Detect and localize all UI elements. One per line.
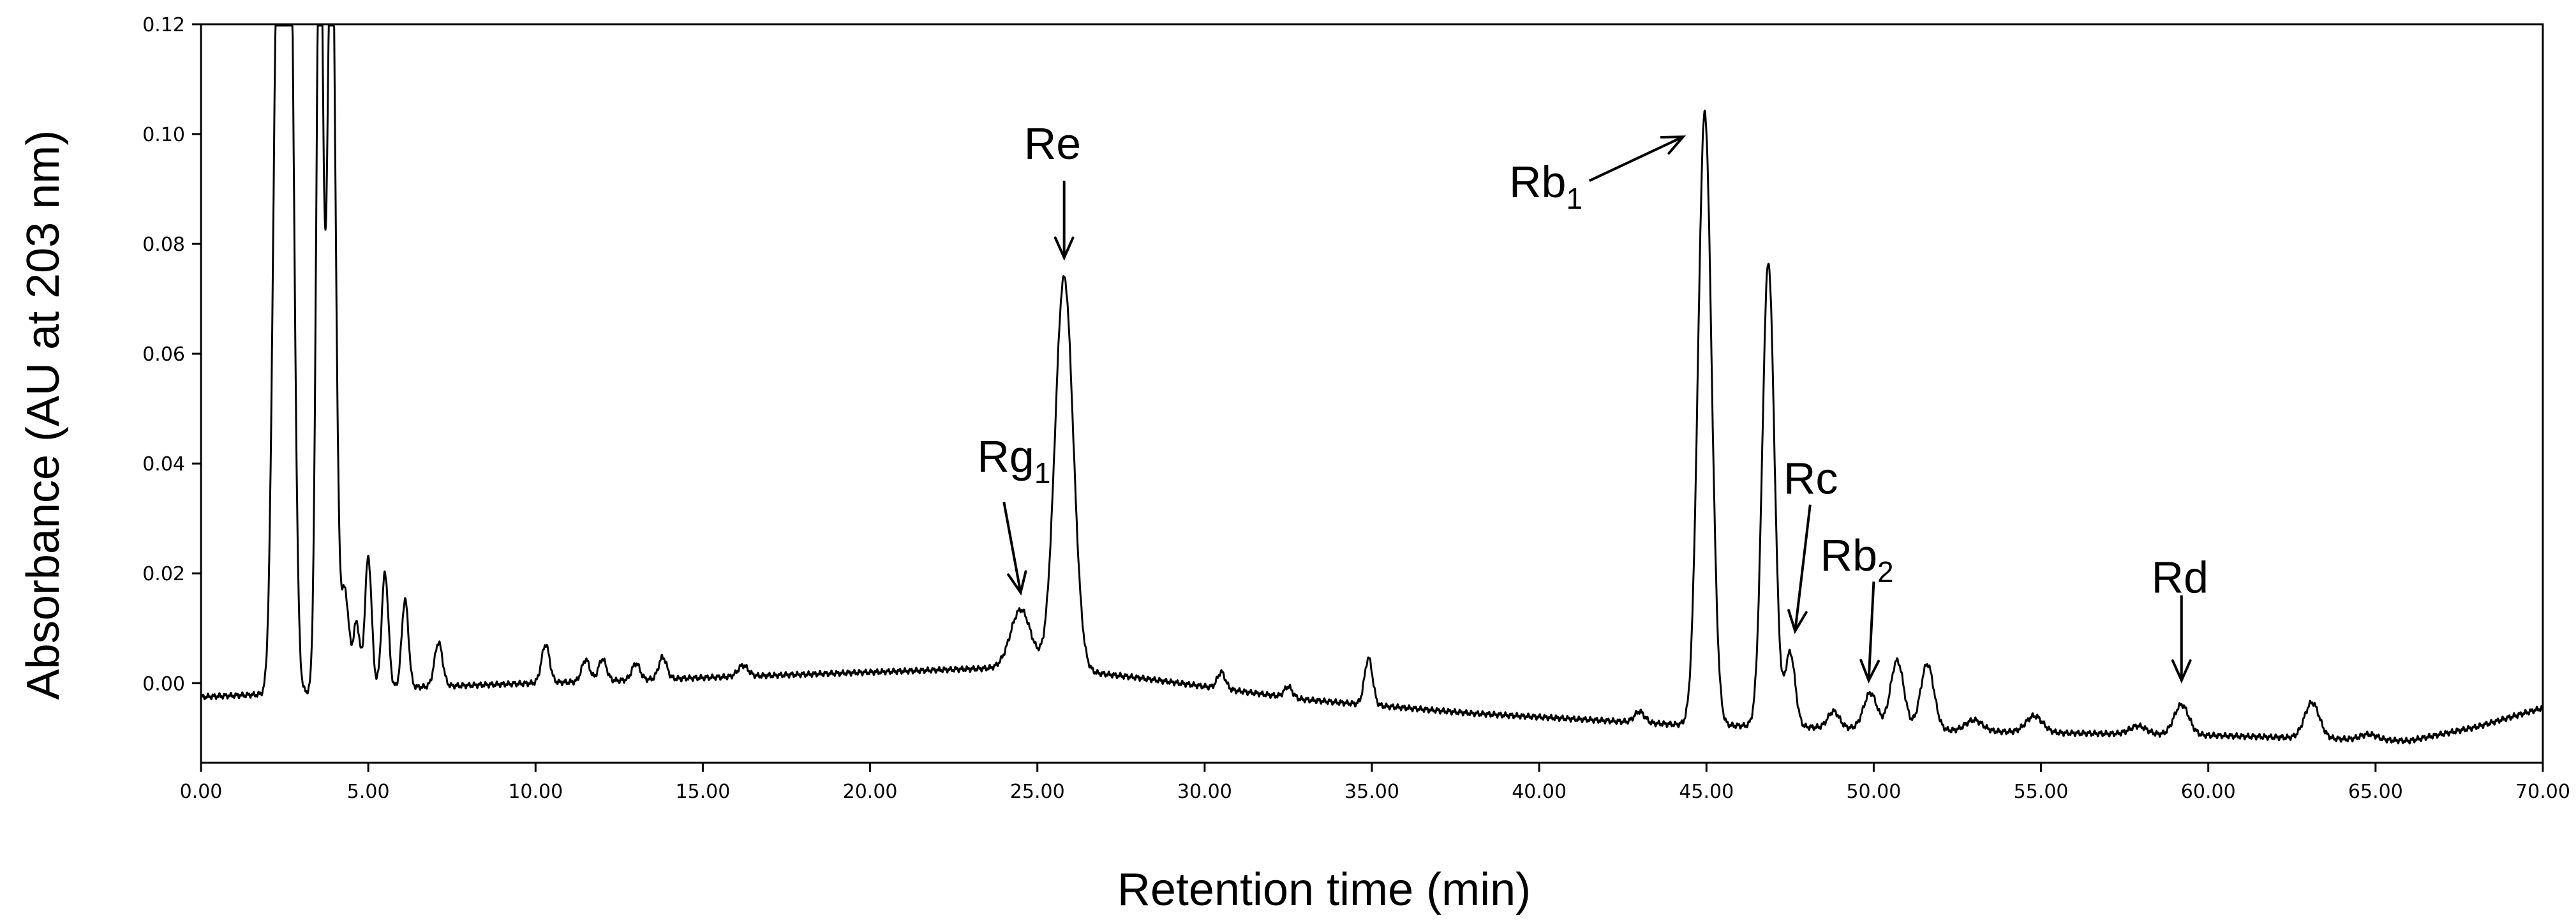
y-axis-title: Absorbance (AU at 203 nm) <box>18 130 69 700</box>
y-tick-label: 0.04 <box>142 453 185 476</box>
x-tick-label: 10.00 <box>508 781 563 803</box>
annotation-arrow-head <box>1787 609 1808 634</box>
peak-label-re: Re <box>1024 119 1081 169</box>
peak-label-base: Rc <box>1783 453 1838 503</box>
peak-label-base: Re <box>1024 119 1081 169</box>
annotation-arrow-shaft <box>1794 504 1812 631</box>
peak-label-base: Rb <box>1820 530 1877 580</box>
peak-label-base: Rg <box>977 431 1034 481</box>
peak-annotation-rd: Rd <box>2152 552 2208 684</box>
annotation-arrow-shaft <box>1867 582 1875 681</box>
x-tick-label: 50.00 <box>1846 781 1901 803</box>
x-axis-ticks: 0.00 5.00 10.00 15.00 20.00 25.00 30.00 35.00 40… <box>180 763 2570 803</box>
annotation-arrow-head <box>1007 570 1027 596</box>
x-tick-label: 65.00 <box>2348 781 2403 803</box>
x-tick-label: 40.00 <box>1512 781 1567 803</box>
x-tick-label: 25.00 <box>1010 781 1065 803</box>
x-tick-label: 0.00 <box>180 781 223 803</box>
peak-label-rg1: Rg1 <box>977 431 1050 490</box>
peak-label-subscript: 2 <box>1877 555 1894 589</box>
y-tick-label: 0.06 <box>142 343 185 366</box>
annotation-arrow-head <box>1660 135 1686 155</box>
chromatogram-trace-group <box>200 24 2543 745</box>
y-tick-label: 0.08 <box>142 234 185 256</box>
annotation-arrow-shaft <box>1588 135 1684 182</box>
y-axis-ticks: 0.00 0.02 0.04 0.06 0.08 0.10 0.12 <box>142 14 201 695</box>
annotation-arrow-head <box>1859 659 1880 684</box>
peak-label-subscript: 1 <box>1034 456 1051 490</box>
peak-label-base: Rd <box>2152 552 2208 602</box>
x-tick-label: 35.00 <box>1344 781 1399 803</box>
x-tick-label: 70.00 <box>2515 781 2570 803</box>
y-tick-label: 0.02 <box>142 563 185 585</box>
annotation-arrow-head <box>1053 236 1075 261</box>
peak-annotation-rg1: Rg1 <box>977 431 1050 596</box>
x-tick-label: 60.00 <box>2181 781 2236 803</box>
x-tick-label: 30.00 <box>1177 781 1232 803</box>
peak-label-base: Rb <box>1509 157 1566 207</box>
peak-annotation-rb2: Rb2 <box>1820 530 1894 684</box>
peak-annotation-rc: Rc <box>1783 453 1838 634</box>
annotation-arrow-head <box>2171 659 2192 684</box>
peak-label-rb2: Rb2 <box>1820 530 1894 589</box>
chromatogram-trace <box>200 24 2543 745</box>
y-tick-label: 0.00 <box>142 673 185 695</box>
peak-label-rb1: Rb1 <box>1509 157 1582 215</box>
peak-annotation-re: Re <box>1024 119 1081 261</box>
peak-label-rd: Rd <box>2152 552 2208 602</box>
x-axis-title: Retention time (min) <box>1117 864 1531 915</box>
x-tick-label: 5.00 <box>347 781 390 803</box>
x-tick-label: 20.00 <box>843 781 898 803</box>
y-tick-label: 0.10 <box>142 124 185 146</box>
y-tick-label: 0.12 <box>142 14 185 36</box>
x-tick-label: 15.00 <box>675 781 730 803</box>
x-tick-label: 55.00 <box>2014 781 2069 803</box>
annotation-arrow-shaft <box>1002 502 1022 593</box>
x-tick-label: 45.00 <box>1679 781 1734 803</box>
peak-label-rc: Rc <box>1783 453 1838 503</box>
peak-label-subscript: 1 <box>1566 182 1582 215</box>
peak-annotation-rb1: Rb1 <box>1509 135 1686 215</box>
